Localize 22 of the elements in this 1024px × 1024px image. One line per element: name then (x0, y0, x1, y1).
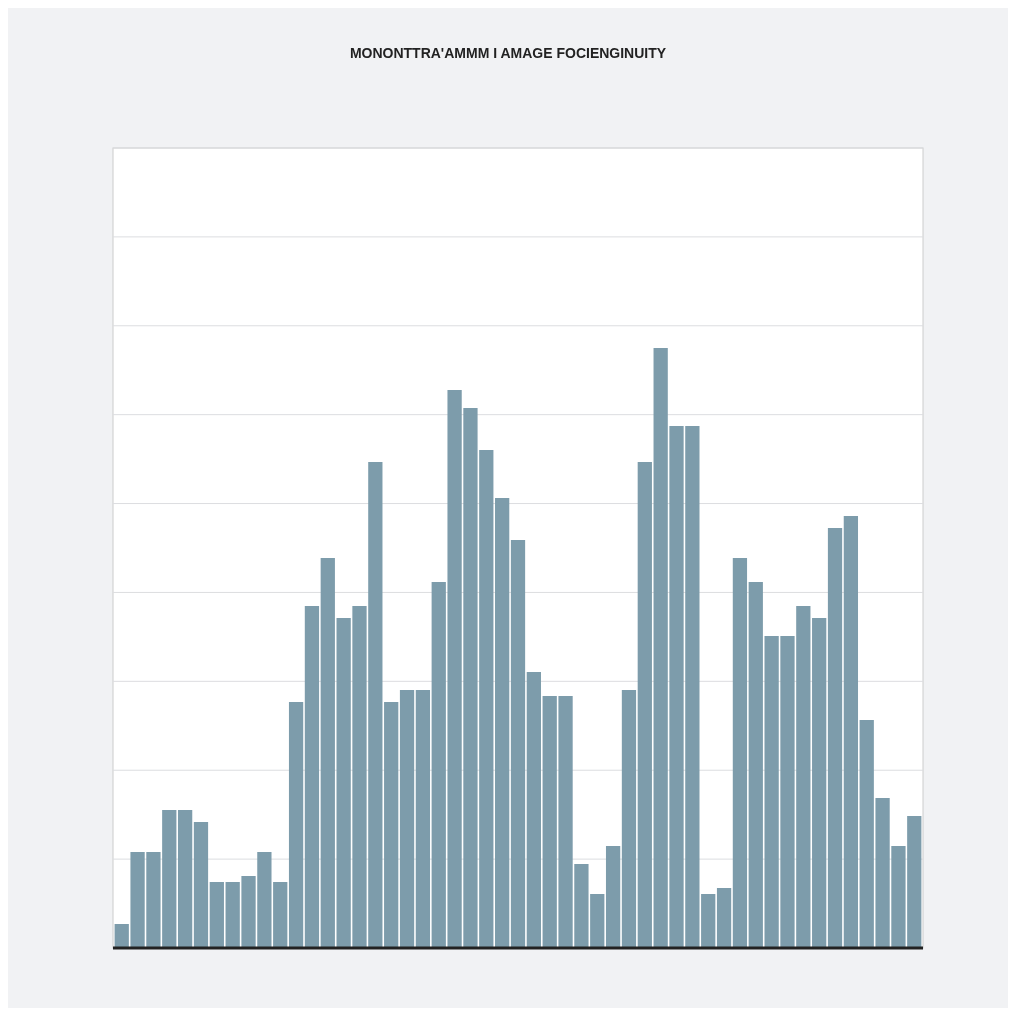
bar (495, 498, 510, 948)
bar (827, 528, 843, 948)
bar (716, 888, 732, 948)
bar (526, 672, 541, 948)
bar (637, 462, 652, 948)
bar (209, 882, 224, 948)
bar (701, 894, 716, 948)
bar (605, 846, 621, 948)
bar (193, 822, 209, 948)
bar (812, 618, 827, 948)
bar (732, 558, 748, 948)
bar (288, 702, 304, 948)
bar (399, 690, 415, 948)
bar (415, 690, 431, 948)
bar (843, 516, 859, 948)
bar (320, 558, 335, 948)
bar (384, 702, 399, 948)
bar (177, 810, 193, 948)
bar (621, 690, 637, 948)
bar (510, 540, 526, 948)
bar (304, 606, 320, 948)
chart-title: MONONTTRA'AMMM I AMAGE FOCIENGINUITY (349, 45, 667, 61)
